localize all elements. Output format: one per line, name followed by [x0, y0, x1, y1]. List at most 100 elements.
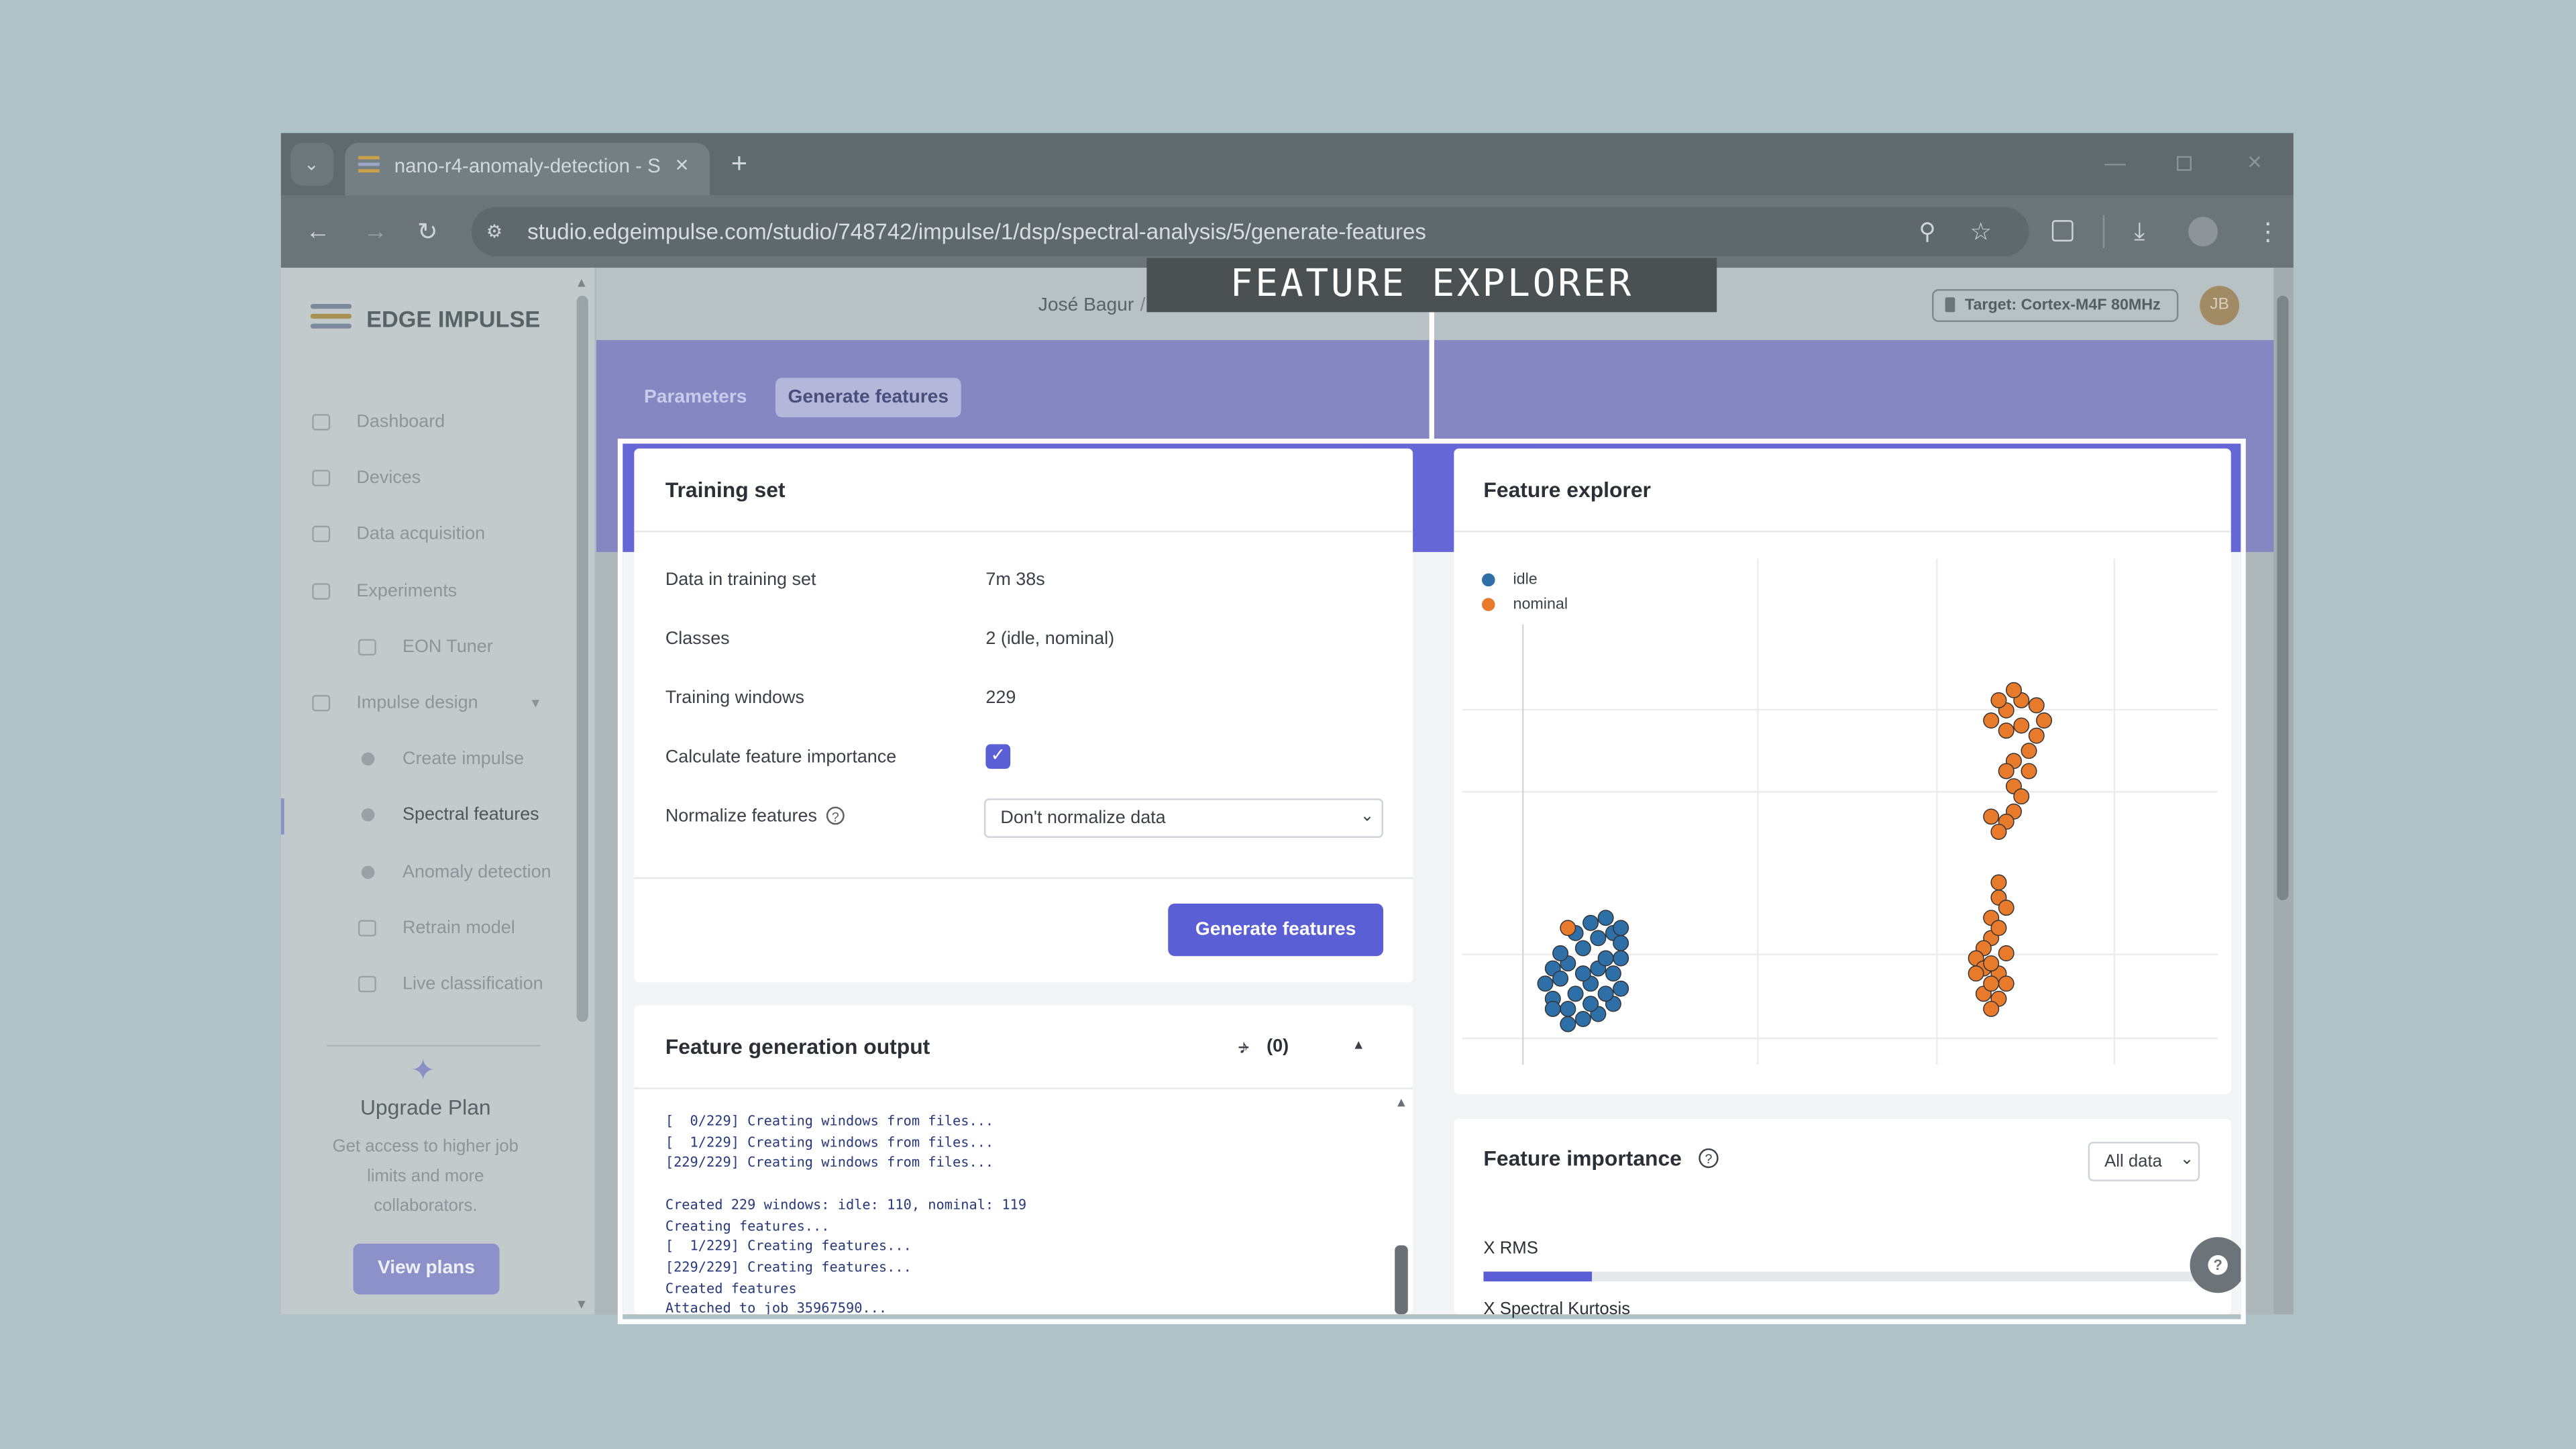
- data-point[interactable]: [1597, 910, 1614, 926]
- data-point[interactable]: [1613, 920, 1629, 936]
- nav-item[interactable]: Anomaly detection: [402, 861, 551, 882]
- data-point[interactable]: [2028, 727, 2045, 744]
- data-point[interactable]: [2021, 743, 2037, 759]
- data-point[interactable]: [1597, 985, 1614, 1002]
- data-point[interactable]: [1560, 1016, 1576, 1032]
- log-line: [229/229] Creating features...: [665, 1258, 912, 1275]
- data-point[interactable]: [2028, 697, 2045, 714]
- upgrade-text: Get access to higher job limits and more…: [332, 1136, 519, 1216]
- target-pill[interactable]: [1932, 289, 2179, 323]
- nav-item[interactable]: Spectral features: [402, 805, 539, 826]
- data-point[interactable]: [1613, 980, 1629, 997]
- log-line: Attached to job 35967590...: [665, 1299, 888, 1315]
- site-info-icon[interactable]: ⚙: [486, 222, 503, 243]
- data-point[interactable]: [1552, 970, 1569, 987]
- menu-icon[interactable]: ⋮: [2255, 218, 2281, 247]
- data-point[interactable]: [1990, 823, 2007, 840]
- help-icon[interactable]: ?: [1699, 1148, 1719, 1169]
- nav-item[interactable]: Dashboard: [356, 412, 445, 433]
- nav-item[interactable]: EON Tuner: [402, 637, 493, 657]
- chevron-icon: ⌄: [304, 155, 319, 175]
- zoom-icon[interactable]: ⚲: [1919, 217, 1936, 244]
- avatar[interactable]: JB: [2200, 286, 2239, 325]
- legend-swatch: [1481, 598, 1495, 612]
- data-point[interactable]: [1983, 975, 2000, 992]
- nav-dot: [361, 865, 375, 879]
- data-point[interactable]: [1560, 920, 1576, 936]
- data-point[interactable]: [1574, 965, 1591, 982]
- project-owner: José Bagur: [1038, 295, 1134, 316]
- restore-button[interactable]: [2176, 156, 2192, 171]
- highlight-frame: [617, 438, 2246, 1324]
- data-point[interactable]: [1574, 1011, 1591, 1028]
- generate-features-tab[interactable]: Generate features: [775, 378, 961, 418]
- nav-item[interactable]: Create impulse: [402, 749, 525, 769]
- profile-icon[interactable]: [2188, 217, 2218, 247]
- target-label: Target: Cortex-M4F 80MHz: [1964, 297, 2161, 315]
- new-tab-button[interactable]: +: [731, 148, 748, 179]
- nav-item[interactable]: Data acquisition: [356, 525, 486, 545]
- data-point[interactable]: [2005, 682, 2022, 698]
- log-scrollbar: [1395, 1245, 1408, 1315]
- collapse-button[interactable]: ▲: [1352, 1037, 1365, 1053]
- nav-item[interactable]: Live classification: [402, 974, 543, 994]
- row-value: 2 (idle, nominal): [985, 629, 1115, 649]
- data-point[interactable]: [1605, 965, 1621, 982]
- forward-button[interactable]: →: [363, 217, 388, 246]
- log-scroll-up[interactable]: ▲: [1395, 1095, 1408, 1110]
- data-point[interactable]: [1590, 930, 1607, 947]
- data-point[interactable]: [2021, 763, 2037, 780]
- data-point[interactable]: [2013, 717, 2030, 734]
- data-point[interactable]: [1983, 1000, 2000, 1017]
- data-point[interactable]: [1990, 920, 2007, 936]
- help-icon[interactable]: ?: [826, 806, 845, 825]
- data-point[interactable]: [1574, 940, 1591, 957]
- generate-features-button[interactable]: Generate features: [1168, 903, 1384, 957]
- data-point[interactable]: [1544, 1000, 1561, 1017]
- tab-close[interactable]: ×: [675, 151, 689, 178]
- nav-item[interactable]: Devices: [356, 468, 421, 488]
- data-point[interactable]: [1983, 808, 2000, 825]
- reload-button[interactable]: ↻: [417, 218, 438, 247]
- bookmark-icon[interactable]: ☆: [1970, 218, 1992, 247]
- data-point[interactable]: [1998, 900, 2015, 916]
- data-point[interactable]: [2013, 788, 2030, 805]
- back-button[interactable]: ←: [305, 217, 331, 246]
- data-point[interactable]: [1582, 996, 1599, 1012]
- scroll-up[interactable]: ▲: [575, 275, 588, 290]
- data-point[interactable]: [1597, 950, 1614, 967]
- data-point[interactable]: [1983, 712, 2000, 729]
- row-value: 229: [985, 688, 1016, 708]
- grid: [1462, 558, 2218, 1065]
- data-point[interactable]: [1998, 945, 2015, 961]
- data-point[interactable]: [1537, 975, 1554, 992]
- tab-search-button[interactable]: [290, 143, 334, 186]
- data-point[interactable]: [2036, 712, 2053, 729]
- address-bar[interactable]: [471, 207, 2029, 257]
- notifications-icon[interactable]: ♪: [1238, 1034, 1249, 1059]
- data-point[interactable]: [1567, 985, 1584, 1002]
- active-tab[interactable]: [345, 143, 710, 196]
- data-point[interactable]: [1582, 914, 1599, 931]
- scroll-down[interactable]: ▼: [575, 1297, 588, 1312]
- data-point[interactable]: [1983, 955, 2000, 972]
- nav-item[interactable]: Retrain model: [402, 918, 515, 938]
- tab-favicon: [358, 156, 380, 160]
- download-icon[interactable]: ⤓: [2134, 217, 2145, 246]
- data-point[interactable]: [1968, 965, 1984, 982]
- view-plans-button[interactable]: View plans: [353, 1243, 500, 1295]
- nav-item[interactable]: Experiments: [356, 580, 458, 601]
- data-point[interactable]: [1998, 763, 2015, 780]
- data-point[interactable]: [1552, 945, 1569, 961]
- minimize-button[interactable]: —: [2104, 150, 2126, 175]
- normalize-select[interactable]: [983, 798, 1384, 838]
- data-point[interactable]: [1998, 722, 2015, 739]
- window-close-button[interactable]: ×: [2247, 148, 2262, 177]
- extensions-icon[interactable]: [2051, 220, 2074, 242]
- parameters-tab[interactable]: Parameters: [644, 387, 747, 408]
- nav-icon: [312, 526, 331, 543]
- nav-item[interactable]: Impulse design: [356, 693, 478, 713]
- feature-importance-checkbox[interactable]: ✓: [985, 744, 1011, 769]
- data-point[interactable]: [1990, 692, 2007, 708]
- importance-select[interactable]: [2088, 1142, 2200, 1181]
